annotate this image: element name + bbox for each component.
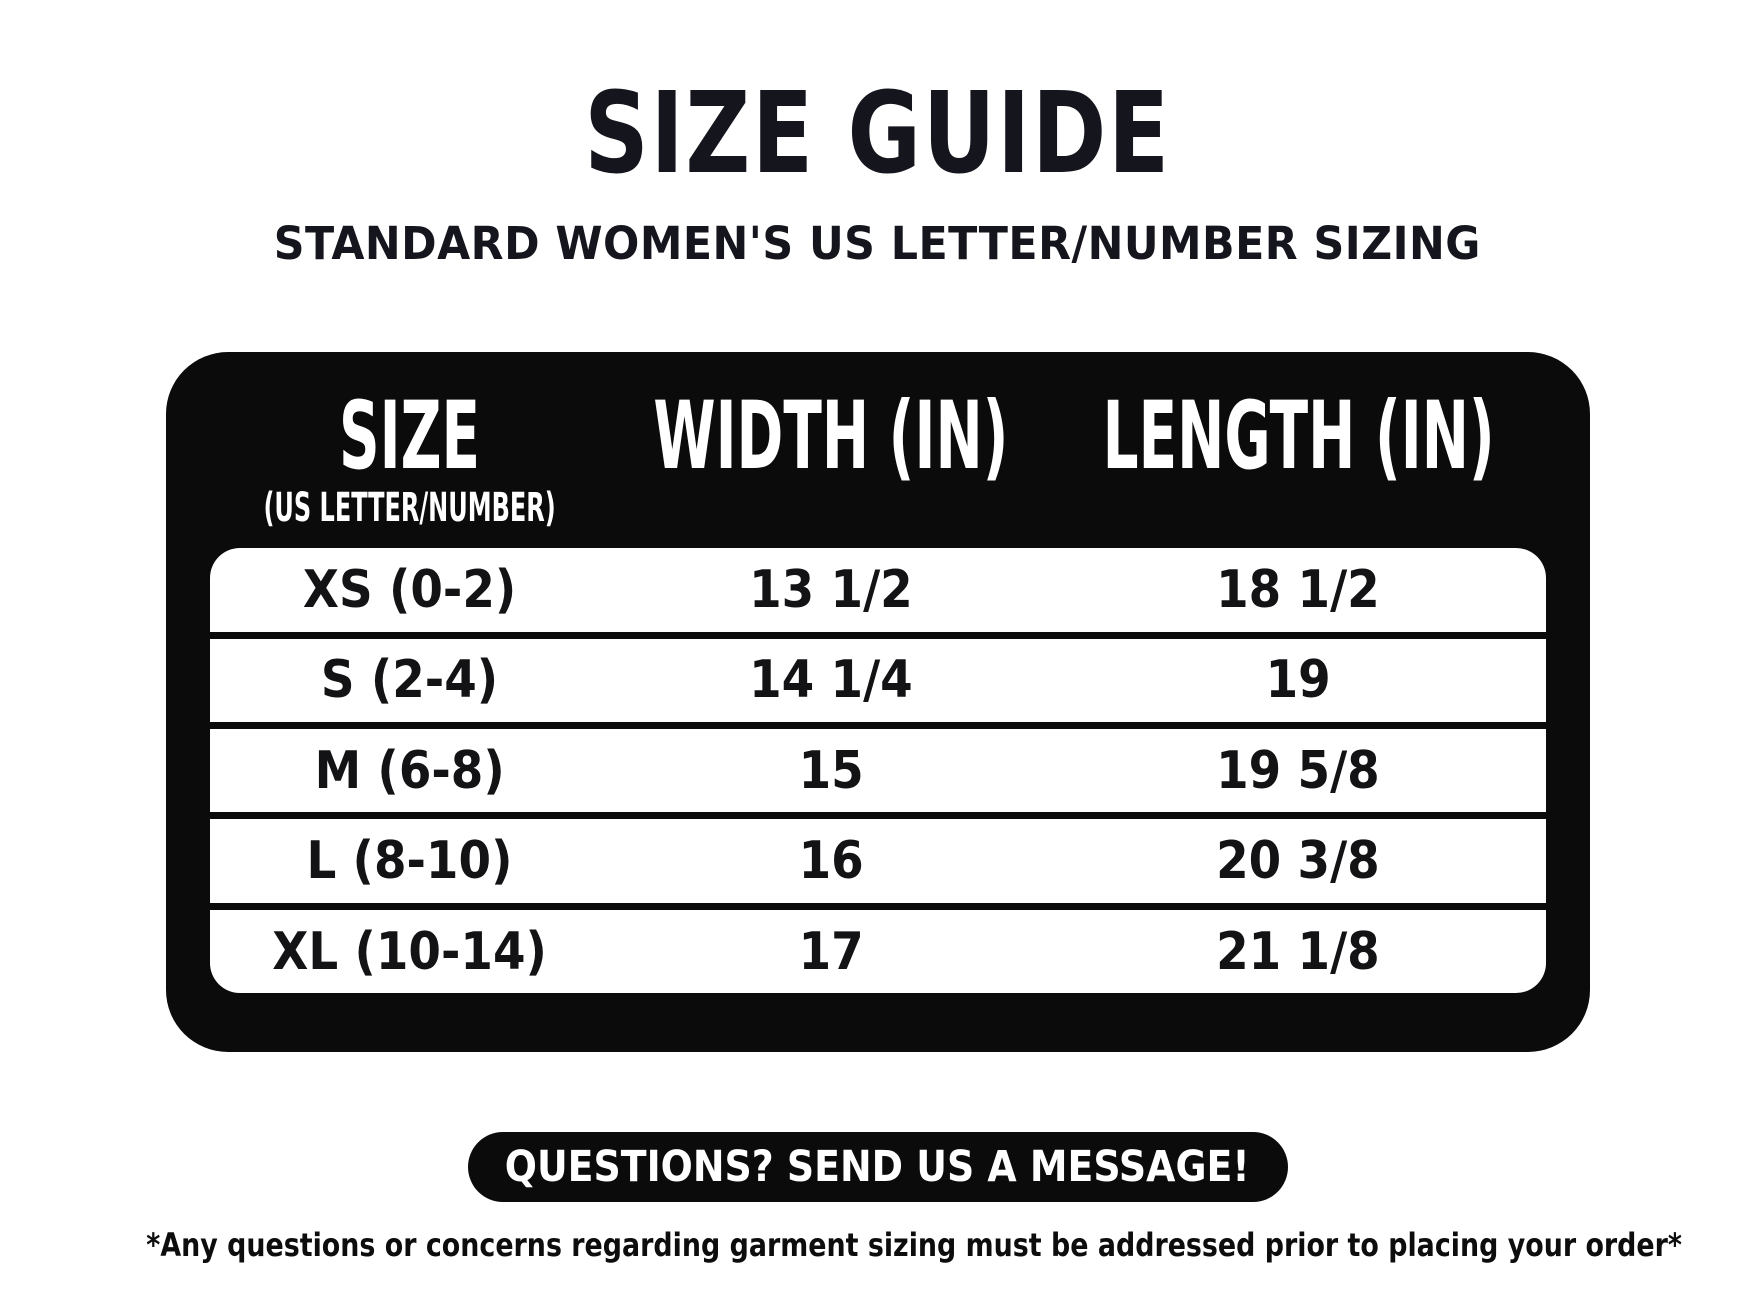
page-title-text: SIZE GUIDE <box>584 69 1171 199</box>
size-table: XS (0-2) 13 1/2 18 1/2 S (2-4) 14 1/4 19… <box>209 548 1546 994</box>
page-subtitle: STANDARD WOMEN'S US LETTER/NUMBER SIZING <box>0 217 1755 270</box>
table-row-l: L (8-10) 16 20 3/8 <box>209 812 1546 902</box>
table-row-xs: XS (0-2) 13 1/2 18 1/2 <box>210 548 1546 631</box>
table-row-xl: XL (10-14) 17 21 1/8 <box>209 902 1546 993</box>
column-header-length: LENGTH (IN) <box>1051 390 1545 548</box>
column-header-size-label: SIZE <box>292 390 527 484</box>
size-cell-text: L (8-10) <box>306 831 513 892</box>
width-cell: 14 1/4 <box>610 654 1051 706</box>
length-cell: 19 5/8 <box>1051 745 1545 797</box>
questions-button-text: QUESTIONS? SEND US A MESSAGE! <box>505 1141 1250 1192</box>
length-cell-text: 21 1/8 <box>1216 921 1381 982</box>
column-header-width-text: WIDTH (IN) <box>653 382 1009 492</box>
page-title: SIZE GUIDE <box>0 78 1755 190</box>
size-cell: XL (10-14) <box>210 926 611 978</box>
column-header-width: WIDTH (IN) <box>610 390 1051 548</box>
questions-button-label: QUESTIONS? SEND US A MESSAGE! <box>454 1141 1300 1192</box>
column-header-size: SIZE (US LETTER/NUMBER) <box>210 390 611 548</box>
length-cell-text: 19 <box>1265 650 1331 711</box>
width-cell-text: 16 <box>798 831 864 892</box>
column-header-length-label: LENGTH (IN) <box>972 390 1625 484</box>
size-cell-text: S (2-4) <box>321 650 499 711</box>
width-cell: 17 <box>610 926 1051 978</box>
column-header-size-sublabel: (US LETTER/NUMBER) <box>166 488 653 528</box>
width-cell-text: 17 <box>798 921 864 982</box>
length-cell: 21 1/8 <box>1051 926 1545 978</box>
length-cell: 18 1/2 <box>1051 564 1545 616</box>
length-cell: 20 3/8 <box>1051 835 1545 887</box>
footer-note-text: *Any questions or concerns regarding gar… <box>146 1226 1682 1265</box>
length-cell-text: 19 5/8 <box>1216 740 1381 801</box>
size-cell: XS (0-2) <box>210 564 611 616</box>
length-cell-text: 18 1/2 <box>1216 559 1381 620</box>
column-header-size-sublabel-text: (US LETTER/NUMBER) <box>263 485 557 532</box>
size-table-header: SIZE (US LETTER/NUMBER) WIDTH (IN) LENGT… <box>210 352 1546 548</box>
column-header-width-label: WIDTH (IN) <box>535 390 1127 484</box>
length-cell-text: 20 3/8 <box>1216 831 1381 892</box>
width-cell: 16 <box>610 835 1051 887</box>
page-subtitle-text: STANDARD WOMEN'S US LETTER/NUMBER SIZING <box>273 217 1482 270</box>
length-cell: 19 <box>1051 654 1545 706</box>
size-cell: L (8-10) <box>210 835 611 887</box>
size-cell: S (2-4) <box>210 654 611 706</box>
width-cell-text: 13 1/2 <box>748 559 913 620</box>
width-cell: 15 <box>610 745 1051 797</box>
size-chart-card: SIZE (US LETTER/NUMBER) WIDTH (IN) LENGT… <box>165 352 1590 1053</box>
column-header-length-text: LENGTH (IN) <box>1102 382 1495 492</box>
table-row-m: M (6-8) 15 19 5/8 <box>209 722 1546 812</box>
table-row-s: S (2-4) 14 1/4 19 <box>209 631 1546 722</box>
width-cell-text: 14 1/4 <box>748 650 913 711</box>
questions-button[interactable]: QUESTIONS? SEND US A MESSAGE! <box>467 1132 1288 1203</box>
width-cell: 13 1/2 <box>610 564 1051 616</box>
size-cell-text: XS (0-2) <box>303 559 517 620</box>
size-cell-text: M (6-8) <box>314 740 505 801</box>
column-header-size-text: SIZE <box>339 382 481 492</box>
size-cell: M (6-8) <box>210 745 611 797</box>
size-cell-text: XL (10-14) <box>272 921 548 982</box>
width-cell-text: 15 <box>798 740 864 801</box>
footer-note: *Any questions or concerns regarding gar… <box>0 1228 1755 1263</box>
